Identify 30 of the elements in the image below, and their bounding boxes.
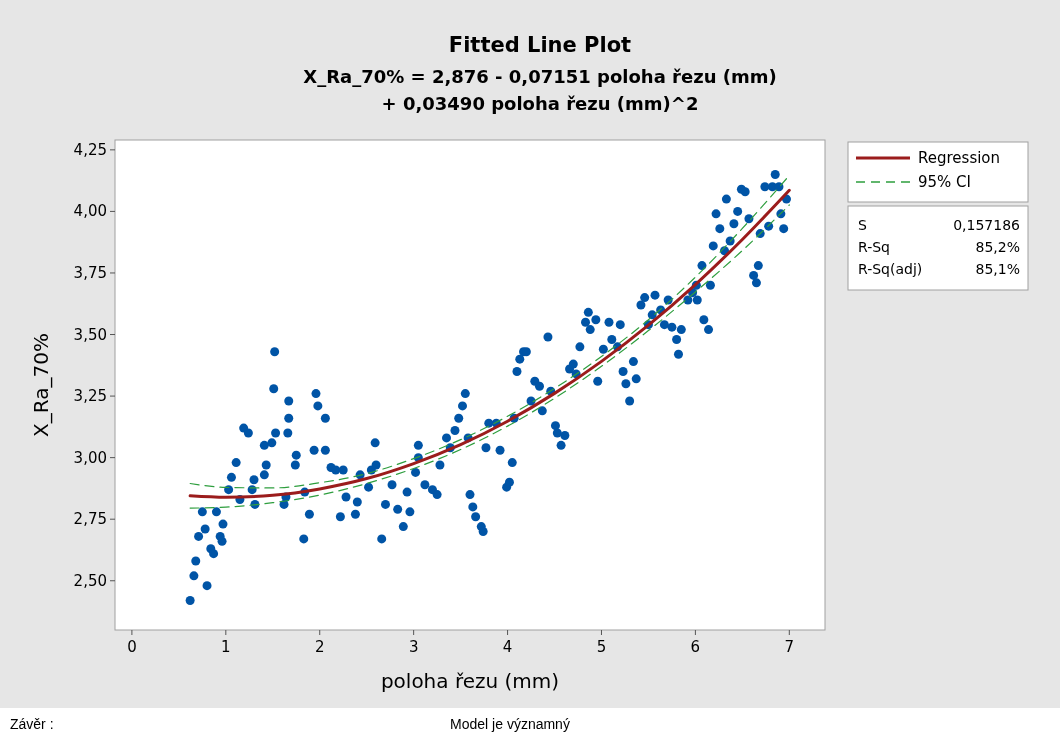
text: S bbox=[858, 217, 867, 233]
x-tick-label: 6 bbox=[690, 638, 701, 656]
chart-subtitle: X_Ra_70% = 2,876 - 0,07151 poloha řezu (mm) + 0,03490 poloha řezu (mm)^2 bbox=[303, 66, 777, 114]
y-tick-label: 3,25 bbox=[73, 387, 107, 406]
y-tick-label: 2,75 bbox=[73, 510, 107, 529]
y-tick-label: 3,75 bbox=[73, 263, 107, 282]
text: R-Sq(adj) bbox=[858, 261, 923, 277]
x-tick-label: 5 bbox=[596, 638, 607, 656]
y-tick-label: 4,00 bbox=[73, 202, 107, 221]
text: 85,2% bbox=[975, 239, 1020, 255]
x-tick-label: 2 bbox=[314, 638, 325, 656]
x-tick-label: 3 bbox=[408, 638, 419, 656]
text: R-Sq bbox=[858, 239, 890, 255]
chart-title: Fitted Line Plot bbox=[448, 33, 632, 57]
text: 85,1% bbox=[975, 261, 1020, 277]
legend-label: Regression bbox=[918, 149, 1001, 167]
y-tick-label: 4,25 bbox=[73, 140, 107, 159]
x-tick-label: 0 bbox=[127, 638, 137, 656]
text: Závěr : bbox=[10, 716, 54, 732]
y-axis-title: X_Ra_70% bbox=[29, 333, 53, 437]
y-tick-label: 2,50 bbox=[73, 571, 107, 590]
x-axis-title: poloha řezu (mm) bbox=[380, 669, 560, 693]
legend-label: 95% CI bbox=[918, 173, 972, 191]
x-tick-label: 1 bbox=[221, 638, 231, 656]
y-tick-label: 3,00 bbox=[73, 448, 107, 467]
text: 0,157186 bbox=[953, 217, 1021, 233]
x-tick-label: 7 bbox=[784, 638, 795, 656]
y-tick-label: 3,50 bbox=[73, 325, 107, 344]
text: Model je významný bbox=[450, 716, 570, 732]
x-tick-label: 4 bbox=[502, 638, 513, 656]
